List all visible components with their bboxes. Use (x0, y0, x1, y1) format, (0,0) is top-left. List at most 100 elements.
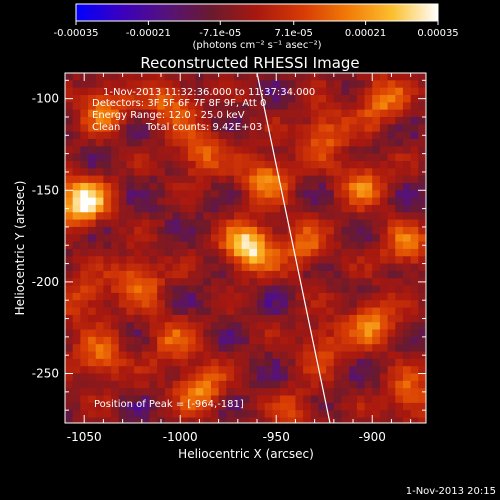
heatmap-cell (287, 241, 296, 250)
heatmap-cell (287, 263, 296, 272)
heatmap-cell (264, 285, 273, 294)
heatmap-cell (310, 109, 319, 118)
heatmap-cell (257, 344, 266, 353)
heatmap-cell (203, 80, 212, 89)
heatmap-cell (341, 373, 350, 382)
heatmap-cell (395, 131, 404, 140)
heatmap-cell (88, 388, 97, 397)
heatmap-cell (172, 146, 181, 155)
heatmap-cell (203, 256, 212, 265)
heatmap-cell (187, 116, 197, 125)
heatmap-cell (134, 351, 143, 360)
heatmap-cell (356, 410, 366, 419)
heatmap-cell (387, 124, 396, 133)
heatmap-cell (80, 204, 89, 213)
heatmap-cell (349, 300, 358, 309)
heatmap-cell (233, 146, 243, 155)
heatmap-cell (410, 395, 419, 404)
heatmap-cell (164, 212, 174, 221)
heatmap-cell (164, 109, 174, 118)
heatmap-cell (65, 153, 74, 162)
heatmap-cell (157, 234, 166, 243)
heatmap-cell (111, 219, 120, 228)
heatmap-cell (341, 131, 350, 140)
heatmap-cell (180, 402, 189, 411)
heatmap-cell (395, 234, 404, 243)
heatmap-cell (395, 197, 404, 206)
heatmap-cell (379, 182, 389, 191)
heatmap-cell (372, 278, 381, 287)
heatmap-cell (172, 94, 181, 103)
heatmap-cell (333, 241, 343, 250)
heatmap-cell (172, 160, 181, 169)
heatmap-cell (241, 219, 250, 228)
heatmap-cell (195, 175, 204, 184)
heatmap-cell (295, 395, 304, 404)
heatmap-cell (172, 153, 181, 162)
heatmap-cell (387, 234, 396, 243)
heatmap-cell (80, 380, 89, 389)
heatmap-cell (364, 226, 373, 235)
heatmap-cell (356, 285, 366, 294)
heatmap-cell (95, 322, 104, 331)
heatmap-cell (372, 388, 381, 397)
heatmap-cell (257, 212, 266, 221)
heatmap-cell (264, 344, 273, 353)
heatmap-cell (118, 344, 127, 353)
heatmap-cell (257, 263, 266, 272)
heatmap-cell (180, 160, 189, 169)
heatmap-cell (372, 102, 381, 111)
heatmap-cell (287, 248, 296, 257)
heatmap-cell (426, 102, 434, 110)
heatmap-cell (295, 300, 304, 309)
heatmap-cell (180, 292, 189, 301)
heatmap-cell (111, 314, 120, 323)
heatmap-cell (218, 131, 227, 140)
heatmap-cell (418, 226, 426, 235)
heatmap-cell (226, 322, 235, 331)
heatmap-cell (341, 292, 350, 301)
heatmap-cell (111, 80, 120, 89)
heatmap-cell (295, 373, 304, 382)
heatmap-cell (126, 226, 135, 235)
heatmap-cell (257, 131, 266, 140)
heatmap-cell (418, 380, 426, 389)
heatmap-cell (195, 314, 204, 323)
heatmap-cell (326, 87, 335, 96)
heatmap-cell (326, 146, 335, 155)
heatmap-cell (364, 388, 373, 397)
heatmap-cell (126, 322, 135, 331)
heatmap-cell (318, 256, 327, 265)
heatmap-cell (310, 322, 319, 331)
heatmap-cell (241, 102, 250, 111)
heatmap-cell (402, 131, 412, 140)
heatmap-cell (379, 410, 389, 419)
heatmap-cell (402, 351, 412, 360)
heatmap-cell (287, 182, 296, 191)
heatmap-cell (172, 124, 181, 133)
heatmap-cell (95, 373, 104, 382)
heatmap-cell (349, 344, 358, 353)
heatmap-cell (249, 256, 258, 265)
heatmap-cell (95, 380, 104, 389)
heatmap-cell (103, 116, 112, 125)
heatmap-cell (72, 373, 81, 382)
heatmap-cell (364, 263, 373, 272)
heatmap-cell (303, 212, 312, 221)
heatmap-cell (141, 102, 150, 111)
heatmap-cell (126, 204, 135, 213)
heatmap-cell (395, 373, 404, 382)
heatmap-cell (280, 234, 289, 243)
heatmap-cell (72, 417, 81, 423)
heatmap-cell (241, 160, 250, 169)
heatmap-cell (233, 116, 243, 125)
heatmap-cell (88, 256, 97, 265)
heatmap-cell (303, 380, 312, 389)
heatmap-cell (134, 226, 143, 235)
heatmap-cell (111, 329, 120, 338)
heatmap-cell (295, 219, 304, 228)
heatmap-cell (72, 109, 81, 118)
heatmap-cell (195, 380, 204, 389)
heatmap-cell (318, 358, 327, 367)
